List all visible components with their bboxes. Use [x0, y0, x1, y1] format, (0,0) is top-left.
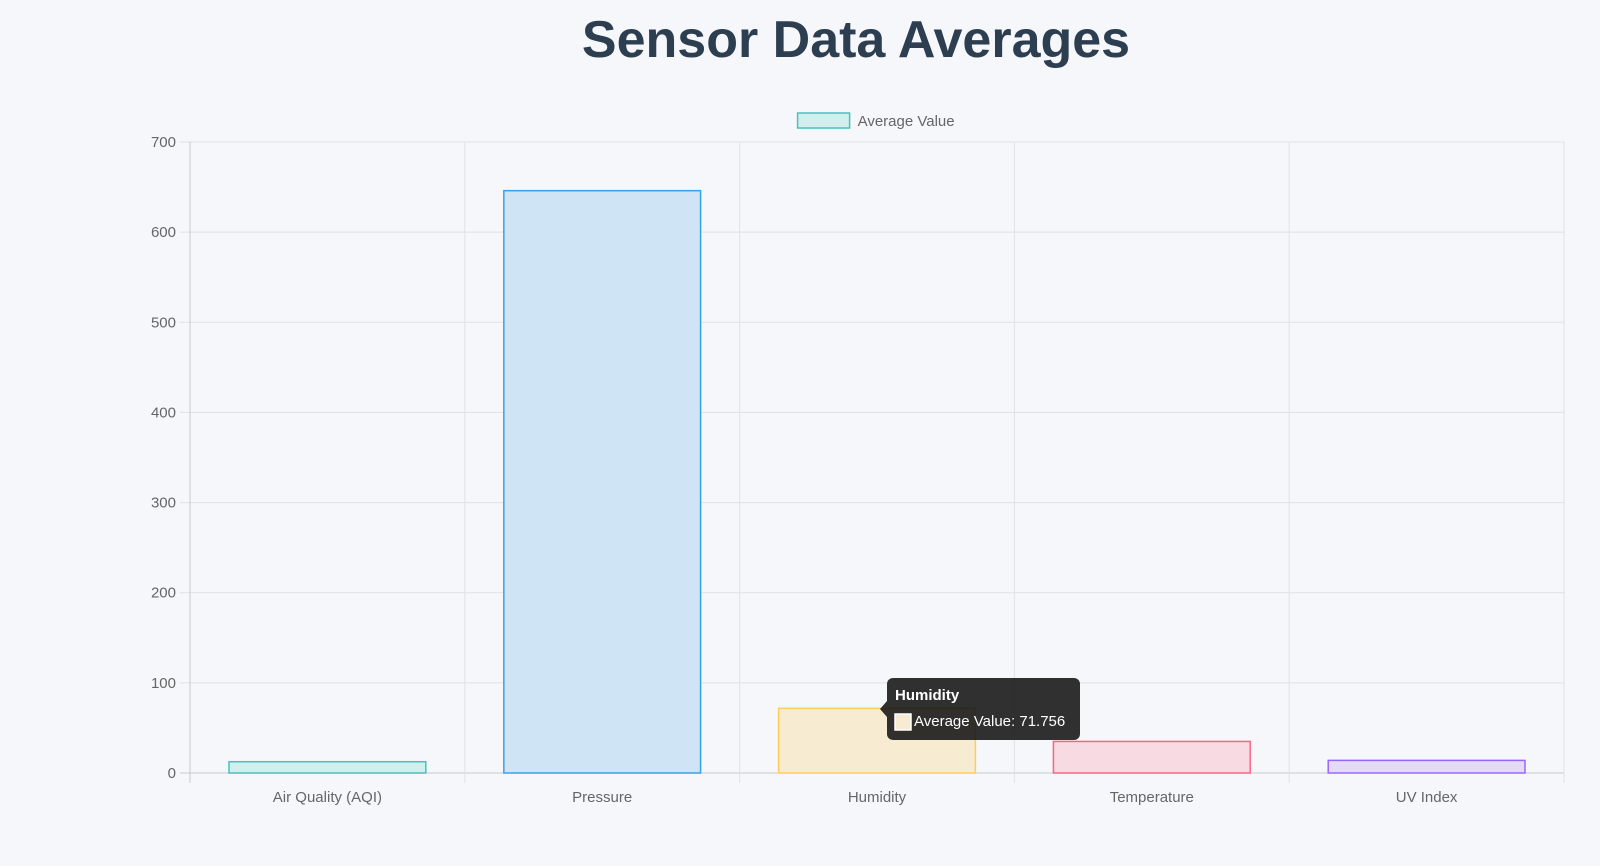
y-tick-label: 200	[151, 585, 176, 602]
x-tick-label: Pressure	[572, 789, 632, 806]
x-tick-label: Humidity	[848, 789, 907, 806]
x-tick-label: Temperature	[1110, 789, 1194, 806]
x-axis: Air Quality (AQI) Pressure Humidity Tempera…	[273, 789, 1458, 806]
y-tick-label: 0	[168, 765, 176, 782]
tooltip-caret	[880, 701, 887, 717]
bar-air-quality-aqi[interactable]	[228, 760, 427, 774]
tooltip: Humidity Average Value: 71.756	[880, 678, 1080, 740]
page-title: Sensor Data Averages	[581, 11, 1131, 69]
legend-swatch[interactable]	[796, 112, 851, 129]
x-tick-label: Air Quality (AQI)	[273, 789, 382, 806]
bar-uv-index[interactable]	[1327, 759, 1526, 774]
y-tick-label: 400	[151, 404, 176, 421]
tooltip-body: Average Value: 71.756	[914, 713, 1065, 730]
bar-temperature[interactable]	[1052, 740, 1251, 774]
tooltip-box	[887, 678, 1080, 740]
bars	[228, 189, 1526, 774]
legend[interactable]: Average Value	[796, 112, 955, 130]
x-tick-label: UV Index	[1396, 789, 1458, 806]
y-tick-label: 500	[151, 314, 176, 331]
y-tick-label: 300	[151, 495, 176, 512]
bar-pressure[interactable]	[503, 189, 702, 774]
tooltip-swatch	[894, 713, 912, 731]
legend-label[interactable]: Average Value	[858, 113, 955, 130]
y-tick-label: 600	[151, 224, 176, 241]
y-axis: 0 100 200 300 400 500 600 700	[151, 134, 176, 782]
grid-lines	[180, 141, 1565, 783]
y-tick-label: 700	[151, 134, 176, 151]
y-tick-label: 100	[151, 675, 176, 692]
tooltip-title: Humidity	[895, 687, 960, 704]
